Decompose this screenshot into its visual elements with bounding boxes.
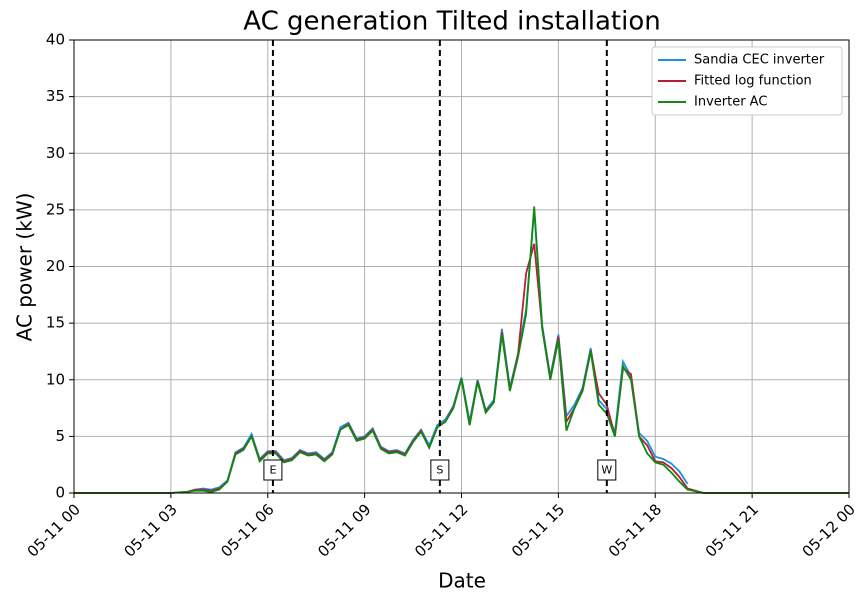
y-tick-label: 40: [46, 31, 65, 49]
x-tick-label: 05-11 03: [120, 500, 180, 560]
annotation: W: [601, 464, 612, 477]
legend-box: [651, 46, 843, 116]
y-tick-label: 25: [46, 200, 65, 218]
x-tick-label: 05-11 00: [24, 500, 84, 560]
y-tick-label: 35: [46, 87, 65, 105]
x-tick-label: 05-11 12: [411, 500, 471, 560]
chart-title: AC generation Tilted installation: [243, 7, 660, 37]
y-tick-label: 5: [55, 427, 65, 445]
annotation: S: [436, 464, 443, 477]
annotation-box: [597, 459, 617, 481]
series-line: [194, 209, 689, 491]
x-tick-label: 05-11 09: [314, 500, 374, 560]
legend-label: Sandia CEC inverter: [694, 53, 825, 68]
y-tick-label: 15: [46, 314, 65, 332]
y-tick-label: 20: [46, 257, 65, 275]
annotation: E: [269, 464, 276, 477]
series-line: [74, 206, 849, 494]
x-tick-label: 05-12 00: [799, 500, 858, 560]
y-tick-label: 0: [55, 484, 65, 502]
legend-label: Fitted log function: [694, 74, 812, 89]
x-tick-label: 05-11 18: [605, 500, 665, 560]
legend: Sandia CEC inverter Fitted log function In…: [651, 46, 843, 116]
y-tick-label: 30: [46, 144, 65, 162]
annotation-box: [263, 459, 283, 481]
legend-label: Inverter AC: [694, 95, 767, 110]
x-tick-label: 05-11 06: [217, 500, 277, 560]
annotation-box: [430, 459, 450, 481]
y-axis-label: AC power (kW): [13, 193, 37, 342]
plot-frame: [73, 39, 850, 494]
x-tick-label: 05-11 15: [508, 500, 568, 560]
x-tick-label: 05-11 21: [702, 500, 762, 560]
y-tick-label: 10: [46, 370, 65, 388]
x-axis-label: Date: [438, 569, 486, 593]
